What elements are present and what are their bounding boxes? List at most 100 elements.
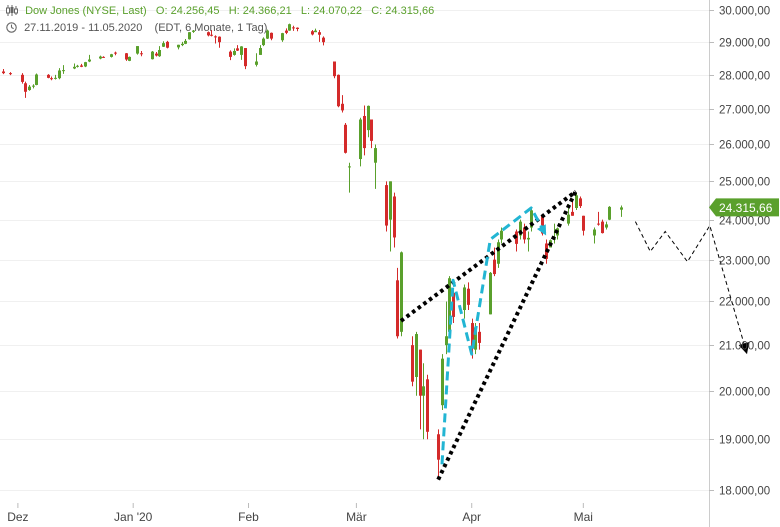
candle-body bbox=[128, 56, 131, 61]
candles bbox=[2, 23, 623, 480]
candle-body bbox=[497, 242, 500, 264]
candle bbox=[359, 117, 362, 167]
candle-body bbox=[467, 288, 470, 305]
candle bbox=[575, 192, 578, 210]
candle-body bbox=[255, 61, 258, 65]
candle-body bbox=[437, 434, 440, 460]
candle bbox=[158, 46, 161, 57]
y-tick-label: 18.000,00 bbox=[719, 486, 770, 498]
y-tick-label: 25.000,00 bbox=[719, 177, 770, 189]
candle bbox=[125, 52, 128, 61]
candle-body bbox=[125, 53, 128, 60]
candle-body bbox=[266, 30, 269, 39]
candle bbox=[363, 105, 366, 156]
candle bbox=[99, 55, 102, 60]
candle-body bbox=[367, 105, 370, 131]
chart-settings: (EDT, 6 Monate, 1 Tag) bbox=[154, 22, 268, 34]
candle bbox=[285, 28, 288, 35]
candle bbox=[114, 51, 117, 56]
candle bbox=[24, 81, 27, 98]
candle-body bbox=[155, 53, 158, 56]
candle-body bbox=[192, 30, 195, 32]
candle-body bbox=[50, 78, 53, 80]
y-tick-label: 23.000,00 bbox=[719, 256, 770, 268]
candle bbox=[322, 36, 325, 46]
candle bbox=[400, 251, 403, 337]
candle-body bbox=[333, 61, 336, 77]
candle bbox=[493, 247, 496, 277]
candle bbox=[88, 54, 91, 63]
candle bbox=[218, 36, 221, 48]
candle-body bbox=[400, 252, 403, 332]
candle bbox=[296, 27, 299, 32]
candle-body bbox=[84, 62, 87, 67]
candle bbox=[374, 144, 377, 189]
candle-body bbox=[500, 230, 503, 240]
candle-body bbox=[579, 198, 582, 207]
candle-body bbox=[58, 70, 61, 79]
candle-body bbox=[567, 214, 570, 224]
candle bbox=[110, 53, 113, 58]
candle-body bbox=[363, 115, 366, 149]
candle bbox=[553, 223, 556, 244]
candle bbox=[523, 223, 526, 244]
projection-arrowhead bbox=[738, 342, 750, 355]
candle-body bbox=[620, 207, 623, 210]
candle bbox=[463, 284, 466, 319]
candle-body bbox=[47, 74, 50, 78]
candle-body bbox=[214, 36, 217, 38]
candle-body bbox=[493, 259, 496, 275]
header-instrument-line: Dow Jones (NYSE, Last) O: 24.256,45 H: 2… bbox=[6, 5, 434, 17]
candle bbox=[136, 46, 139, 55]
candle bbox=[84, 61, 87, 68]
candle bbox=[579, 196, 582, 209]
candle-body bbox=[207, 32, 210, 36]
candle bbox=[102, 56, 105, 58]
candle bbox=[62, 65, 65, 74]
candle-body bbox=[311, 31, 314, 35]
annotations bbox=[399, 189, 750, 481]
candle bbox=[467, 282, 470, 311]
candle-body bbox=[259, 48, 262, 55]
candle-body bbox=[76, 65, 79, 67]
candle-body bbox=[233, 50, 236, 55]
candle-body bbox=[452, 292, 455, 317]
candle-body bbox=[393, 196, 396, 238]
candle-body bbox=[474, 327, 477, 350]
candle bbox=[367, 105, 370, 138]
candle bbox=[162, 41, 165, 48]
y-tick-label: 29.000,00 bbox=[719, 38, 770, 50]
candle-body bbox=[184, 40, 187, 44]
candle bbox=[58, 68, 61, 80]
candle-body bbox=[422, 386, 425, 396]
candle-body bbox=[597, 223, 600, 225]
candle bbox=[255, 53, 258, 67]
candle bbox=[527, 231, 530, 252]
candle-body bbox=[236, 48, 239, 51]
candle bbox=[32, 84, 35, 89]
clock-icon bbox=[6, 22, 17, 33]
candle-body bbox=[478, 331, 481, 343]
candle-body bbox=[426, 379, 429, 432]
candle-body bbox=[21, 74, 24, 82]
candle-body bbox=[519, 221, 522, 236]
candle bbox=[240, 46, 243, 60]
candle bbox=[500, 227, 503, 244]
candle-body bbox=[541, 215, 544, 234]
candle bbox=[593, 227, 596, 244]
x-tick-label: Dez bbox=[7, 510, 28, 524]
candle bbox=[419, 349, 422, 430]
candle bbox=[244, 48, 247, 70]
candle-body bbox=[110, 54, 113, 57]
candle bbox=[128, 56, 131, 62]
candle bbox=[411, 336, 414, 387]
candle-body bbox=[471, 323, 474, 348]
candle bbox=[166, 40, 169, 49]
y-tick-label: 30.000,00 bbox=[719, 6, 770, 18]
header-range-line: 27.11.2019 - 11.05.2020 (EDT, 6 Monate, … bbox=[6, 22, 267, 34]
candle-body bbox=[314, 30, 317, 33]
candle bbox=[177, 44, 180, 50]
candle-body bbox=[35, 74, 38, 85]
wedge-lower-line bbox=[436, 189, 578, 481]
candle-body bbox=[605, 224, 608, 228]
